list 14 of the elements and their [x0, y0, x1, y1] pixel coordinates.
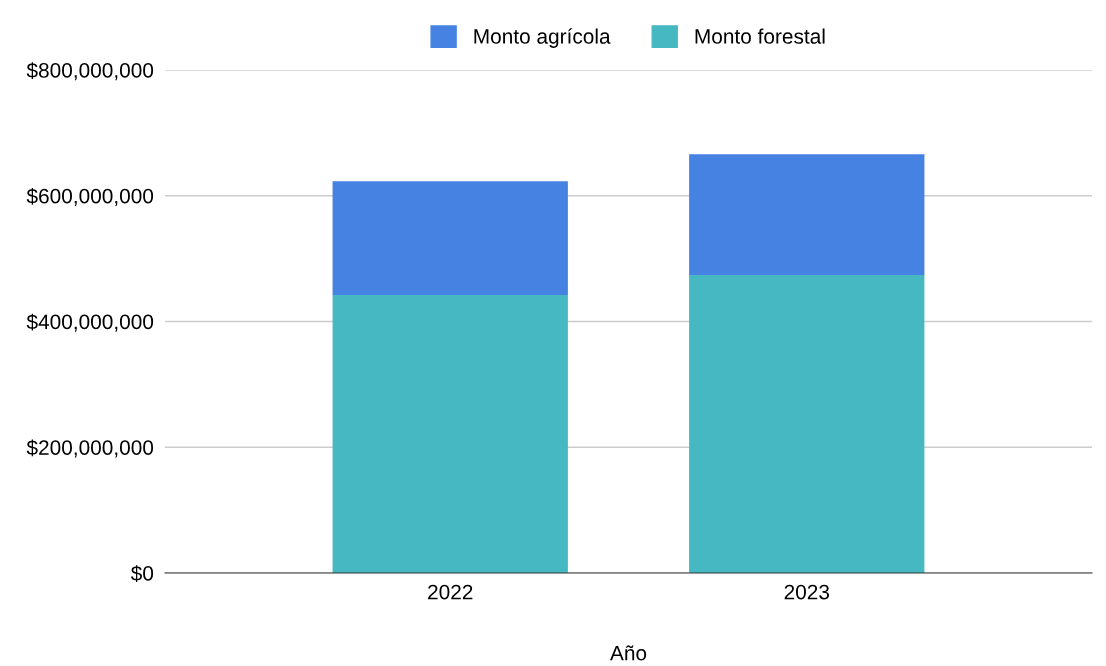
y-tick-label: $400,000,000 [26, 313, 154, 332]
bar [689, 154, 925, 275]
y-tick-label: $800,000,000 [26, 62, 154, 81]
legend-label: Monto agrícola [474, 28, 611, 48]
y-tick-label: $0 [130, 565, 154, 582]
bar [332, 181, 568, 296]
x-tick-label: 2023 [784, 584, 830, 600]
x-axis-title: Año [610, 645, 647, 661]
x-tick-label: 2022 [428, 584, 473, 600]
bar [332, 295, 568, 573]
y-tick-label: $600,000,000 [26, 187, 154, 206]
bar [689, 274, 925, 573]
y-tick-label: $200,000,000 [26, 439, 154, 458]
legend-label: Monto forestal [695, 28, 825, 44]
